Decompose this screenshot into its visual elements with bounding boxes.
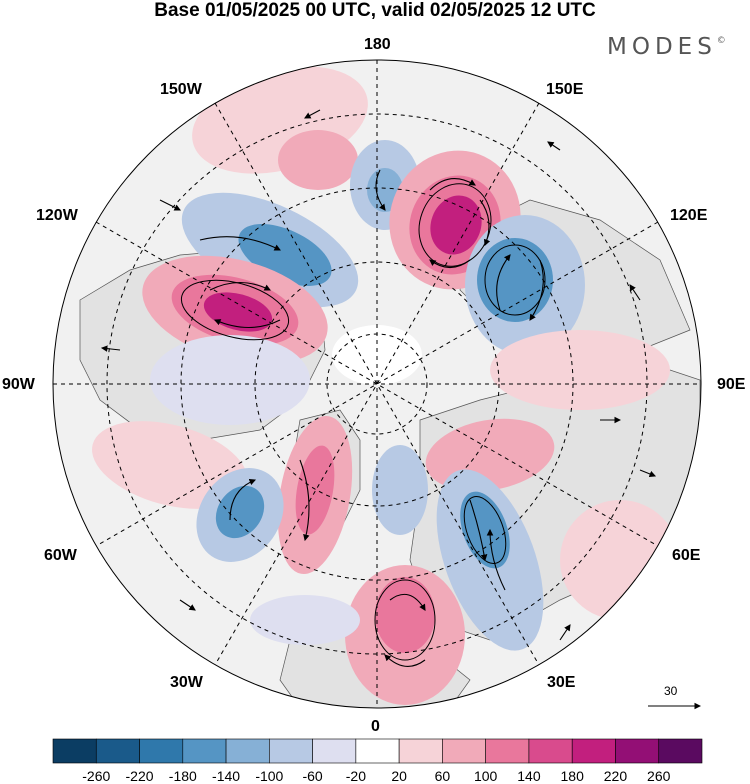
colorbar-tick-label: 180	[560, 768, 584, 784]
anomaly-region-pink-lower-left	[92, 421, 248, 509]
wind-vector	[384, 654, 426, 667]
lon-label-0: 0	[371, 718, 380, 735]
lon-label-60w: 60W	[44, 547, 77, 564]
wind-vector	[389, 593, 426, 611]
lon-label-150e: 150E	[546, 81, 584, 98]
anomaly-region-pink-150e-core	[430, 195, 482, 255]
anomaly-region-pink-90e	[490, 330, 670, 410]
colorbar-tick-label: 260	[647, 768, 671, 784]
wind-vector	[229, 478, 257, 521]
colorbar-tick-label: -20	[345, 768, 366, 784]
contour-pink-120w	[180, 279, 290, 341]
colorbar	[52, 738, 703, 764]
colorbar-swatch	[615, 738, 660, 764]
contour-pink-0	[374, 579, 436, 661]
anomaly-region-blue-30w	[250, 595, 360, 645]
anomaly-region-blue-near-pole	[372, 445, 428, 535]
colorbar-swatch	[95, 738, 140, 764]
lon-label-30e: 30E	[547, 674, 576, 691]
polar-cap-white	[332, 325, 422, 385]
colorbar-tick-label: 100	[473, 768, 498, 784]
colorbar-tick-label: -180	[168, 768, 197, 784]
colorbar-swatch	[571, 738, 616, 764]
colorbar-tick-label: -140	[212, 768, 241, 784]
anomaly-region-pink-0-core	[375, 577, 435, 653]
colorbar-swatch	[658, 738, 703, 764]
colorbar-swatch	[312, 738, 357, 764]
colorbar-tick-label: 140	[517, 768, 541, 784]
modes-logo: MODES©	[607, 34, 726, 60]
contour-blue-120e	[484, 244, 546, 316]
lon-label-150w: 150W	[160, 81, 202, 98]
wind-vector	[639, 469, 657, 478]
colorbar-swatch	[355, 738, 400, 764]
wind-vector	[213, 319, 281, 328]
lon-label-180: 180	[364, 36, 391, 53]
wind-vector	[179, 599, 196, 611]
anomaly-region-pink-150w-core	[278, 130, 358, 190]
map-disk	[53, 60, 701, 708]
wind-vector	[429, 178, 476, 191]
colorbar-swatch	[52, 738, 97, 764]
wind-vector	[496, 254, 511, 311]
contour-blue-30e	[463, 496, 507, 564]
anomaly-region-pink-45w-core	[295, 445, 335, 535]
latitude-circle-70	[254, 261, 500, 507]
colorbar-swatch	[225, 738, 270, 764]
colorbar-swatch	[398, 738, 443, 764]
anomaly-region-pink-60e	[560, 500, 680, 620]
wind-vector	[429, 259, 471, 269]
graticule	[53, 60, 701, 708]
wind-vector	[299, 459, 310, 542]
lon-label-60e: 60E	[672, 547, 701, 564]
anomaly-contours	[180, 183, 546, 661]
brand-name: MODES	[607, 34, 717, 60]
colorbar-tick-label: 60	[434, 768, 451, 784]
wind-vector	[100, 345, 121, 352]
colorbar-tick-label: -60	[302, 768, 323, 784]
anomaly-region-blue-90w	[150, 335, 310, 425]
colorbar-swatch	[182, 738, 227, 764]
anomaly-region-blue-60w-core	[215, 485, 265, 539]
map-border	[52, 59, 702, 709]
wind-vector	[479, 199, 491, 247]
wind-vector	[209, 282, 271, 291]
colorbar-tick-label: -220	[125, 768, 154, 784]
wind-vector	[486, 528, 506, 591]
lon-label-120w: 120W	[36, 207, 78, 224]
colorbar-tick-label: 20	[391, 768, 407, 784]
wind-vector	[159, 199, 181, 211]
wind-vector	[559, 624, 571, 641]
colorbar-tick-label: -260	[82, 768, 111, 784]
brand-copyright-mark: ©	[716, 36, 726, 46]
colorbar-tick-label: 220	[603, 768, 628, 784]
colorbar-swatch	[139, 738, 184, 764]
wind-vector	[469, 499, 488, 562]
wind-vectors	[100, 109, 657, 667]
wind-vector	[529, 259, 544, 321]
lon-label-90w: 90W	[2, 376, 35, 393]
wind-vector	[629, 284, 641, 301]
wind-vector	[304, 109, 321, 119]
colorbar-swatch	[528, 738, 573, 764]
lon-label-30w: 30W	[170, 674, 203, 691]
lon-label-90e: 90E	[717, 376, 746, 393]
colorbar-swatch	[485, 738, 530, 764]
anomaly-region-blue-120e-core	[477, 238, 553, 322]
wind-vector	[547, 141, 561, 151]
reference-vector-label: 30	[664, 684, 678, 698]
wind-vector	[375, 169, 386, 211]
lon-label-120e: 120E	[670, 207, 708, 224]
colorbar-swatch	[269, 738, 313, 764]
colorbar-swatch	[442, 738, 486, 764]
colorbar-tick-label: -100	[255, 768, 284, 784]
wind-vector	[199, 236, 281, 251]
map-title: Base 01/05/2025 00 UTC, valid 02/05/2025…	[154, 0, 596, 21]
